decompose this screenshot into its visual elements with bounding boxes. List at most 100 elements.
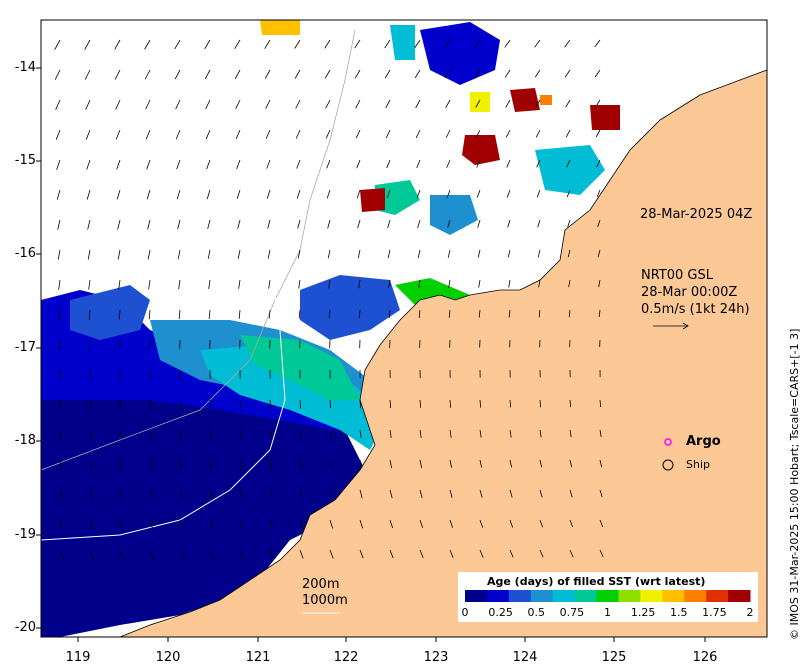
current-arrow-icon (87, 219, 91, 230)
current-arrow-icon (117, 219, 121, 230)
current-arrow-icon (179, 519, 184, 530)
current-arrow-icon (509, 519, 514, 528)
current-arrow-icon (539, 489, 543, 498)
current-arrow-icon (479, 489, 483, 498)
current-arrow-icon (205, 99, 211, 110)
current-arrow-icon (327, 249, 331, 259)
current-arrow-icon (449, 519, 454, 528)
current-arrow-icon (569, 399, 572, 408)
current-arrow-icon (299, 549, 304, 559)
current-arrow-icon (268, 279, 271, 289)
current-arrow-icon (507, 219, 511, 228)
current-arrow-icon (568, 309, 571, 318)
current-arrow-icon (119, 459, 123, 470)
current-arrow-icon (147, 219, 151, 230)
current-arrow-icon (297, 219, 301, 229)
lat-tick-label: -17 (14, 340, 36, 355)
current-arrow-icon (207, 249, 211, 260)
current-arrow-icon (269, 459, 273, 469)
current-arrow-icon (566, 189, 571, 198)
current-arrow-icon (449, 459, 453, 468)
current-arrow-icon (565, 129, 571, 138)
colorbar-swatch (552, 590, 576, 602)
ship-marker-icon (662, 459, 674, 471)
current-arrow-icon (59, 399, 62, 410)
current-arrow-icon (149, 429, 152, 440)
current-arrow-icon (269, 519, 274, 529)
current-arrow-icon (329, 399, 332, 409)
current-arrow-icon (536, 159, 541, 168)
colorbar-swatch (508, 590, 532, 602)
current-arrow-icon (329, 549, 334, 559)
current-arrow-icon (57, 219, 61, 230)
current-arrow-icon (266, 189, 271, 199)
current-arrow-icon (149, 489, 153, 500)
current-arrow-icon (474, 39, 481, 48)
lon-tick-label: 122 (333, 650, 359, 665)
current-arrow-icon (505, 99, 511, 108)
current-arrow-icon (415, 129, 421, 139)
current-arrow-icon (58, 279, 61, 290)
current-arrow-icon (595, 129, 601, 138)
current-arrow-icon (415, 99, 421, 109)
current-arrow-icon (539, 429, 542, 438)
current-arrow-icon (269, 489, 273, 499)
current-arrow-icon (88, 309, 91, 320)
current-arrow-icon (357, 249, 361, 259)
current-arrow-icon (356, 189, 361, 199)
current-arrow-icon (509, 459, 513, 468)
colorbar-tick-label: 2 (746, 606, 754, 619)
current-arrow-icon (598, 309, 601, 318)
current-arrow-icon (388, 279, 391, 289)
current-arrow-icon (445, 129, 451, 138)
current-arrow-icon (479, 519, 484, 528)
current-arrow-icon (359, 399, 362, 409)
current-arrow-icon (209, 489, 213, 500)
current-arrow-icon (567, 249, 571, 258)
current-arrow-icon (176, 189, 181, 200)
current-arrow-icon (476, 189, 481, 198)
current-arrow-icon (535, 99, 541, 108)
current-arrow-icon (508, 279, 511, 288)
current-arrow-icon (389, 399, 392, 409)
current-arrow-icon (298, 279, 301, 289)
current-arrow-icon (178, 309, 181, 320)
bathymetry-contours (40, 29, 356, 541)
current-arrow-icon (534, 69, 541, 78)
current-arrow-icon (119, 519, 124, 530)
current-arrow-icon (146, 159, 151, 170)
timestamp-label: 28-Mar-2025 04Z (640, 207, 753, 222)
current-arrow-icon (264, 69, 271, 79)
current-arrow-icon (329, 459, 333, 469)
current-arrow-icon (477, 219, 481, 228)
current-arrow-icon (264, 39, 271, 49)
current-arrow-icon (474, 69, 481, 78)
current-arrow-icon (147, 249, 151, 260)
colorbar-swatch (728, 590, 751, 602)
current-arrow-icon (449, 429, 452, 438)
current-arrow-icon (475, 129, 481, 138)
current-arrow-icon (566, 159, 571, 168)
current-arrow-icon (148, 279, 151, 290)
current-arrow-icon (324, 39, 331, 49)
current-arrow-icon (115, 129, 121, 140)
current-arrow-icon (299, 519, 304, 529)
lon-tick-label: 119 (65, 650, 91, 665)
current-arrow-icon (295, 99, 301, 109)
current-arrow-icon (418, 309, 421, 318)
current-arrow-icon (59, 519, 64, 530)
current-arrow-icon (149, 549, 154, 560)
current-arrow-icon (238, 279, 241, 289)
current-arrow-icon (389, 549, 394, 559)
current-arrow-icon (384, 69, 391, 79)
current-arrow-icon (118, 279, 121, 290)
current-arrow-icon (234, 39, 241, 50)
colorbar-tick-label: 1.5 (670, 606, 688, 619)
current-arrow-icon (599, 399, 602, 408)
current-arrow-icon (326, 159, 331, 169)
current-arrow-icon (145, 99, 151, 110)
current-arrow-icon (209, 399, 212, 409)
current-arrow-icon (539, 519, 544, 528)
current-arrow-icon (119, 489, 123, 500)
current-arrow-icon (387, 249, 391, 259)
